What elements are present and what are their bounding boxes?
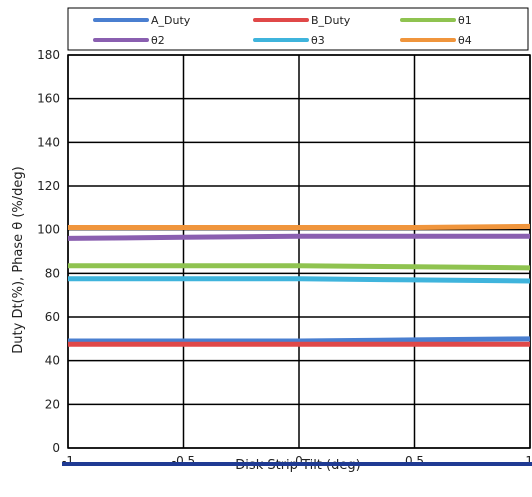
y-axis-title: Duty Dt(%), Phase θ (%/deg) <box>11 166 26 353</box>
series-line <box>68 263 531 271</box>
x-tick-label: 1 <box>525 454 532 468</box>
series-line <box>68 276 531 284</box>
legend-box <box>67 7 529 51</box>
y-tick-label: 40 <box>45 354 60 368</box>
series-line <box>68 336 531 344</box>
footer-bar <box>62 462 532 466</box>
legend-label: θ3 <box>311 34 325 47</box>
legend-label: A_Duty <box>151 14 191 27</box>
y-tick-label: 140 <box>37 135 60 149</box>
series-line <box>68 223 531 230</box>
legend-label: B_Duty <box>311 14 351 27</box>
y-tick-label: 60 <box>45 310 60 324</box>
series-line <box>67 233 530 241</box>
y-tick-label: 180 <box>37 48 60 62</box>
legend: A_Duty B_Duty θ1 θ2 θ3 θ4 <box>67 7 529 51</box>
legend-label: θ1 <box>458 14 472 27</box>
series-lines <box>67 223 531 347</box>
legend-label: θ2 <box>151 34 165 47</box>
y-tick-label: 120 <box>37 179 60 193</box>
y-tick-label: 100 <box>37 223 60 237</box>
y-tick-label: 20 <box>45 397 60 411</box>
x-tick-label: 0 <box>295 454 303 468</box>
x-tick-label: -1 <box>62 454 74 468</box>
y-tick-label: 160 <box>37 92 60 106</box>
y-tick-label: 80 <box>45 266 60 280</box>
plot-area <box>67 54 531 449</box>
legend-label: θ4 <box>458 34 472 47</box>
y-tick-label: 0 <box>52 441 60 455</box>
